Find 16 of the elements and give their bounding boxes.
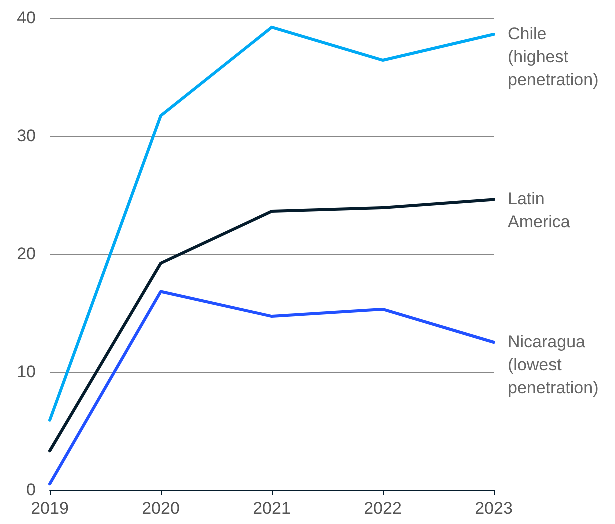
series-label: Latin America: [508, 190, 571, 232]
x-tick-label: 2023: [475, 499, 513, 518]
line-series: [48, 198, 496, 453]
y-tick-label: 10: [17, 362, 36, 382]
x-tick-label: 2020: [142, 499, 180, 518]
line-series: [48, 290, 496, 486]
x-tick-label: 2019: [31, 499, 69, 518]
series-label: Chile (highest penetration): [508, 24, 599, 90]
y-tick-label: 20: [17, 244, 36, 264]
y-tick-label: 0: [26, 480, 36, 500]
x-tick-label: 2021: [253, 499, 291, 518]
y-tick-label: 30: [17, 126, 36, 146]
line-series: [48, 26, 496, 422]
x-tick-label: 2022: [364, 499, 402, 518]
y-tick-label: 40: [17, 8, 36, 28]
series-label: Nicaragua (lowest penetration): [508, 332, 599, 398]
